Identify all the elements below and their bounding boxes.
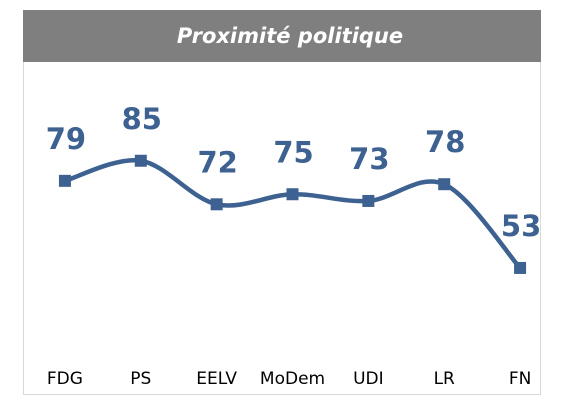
data-label: 79 bbox=[46, 122, 86, 156]
data-label: 85 bbox=[122, 102, 162, 136]
marker bbox=[58, 174, 71, 187]
x-tick-label: PS bbox=[130, 369, 151, 389]
marker bbox=[438, 178, 451, 191]
marker bbox=[210, 198, 223, 211]
title-banner bbox=[23, 10, 541, 62]
marker bbox=[362, 194, 375, 207]
x-tick-label: MoDem bbox=[260, 369, 325, 389]
x-tick-label: LR bbox=[434, 369, 455, 389]
chart-frame bbox=[23, 10, 541, 395]
marker bbox=[286, 188, 299, 201]
data-label: 72 bbox=[197, 145, 237, 179]
data-label: 75 bbox=[273, 135, 313, 169]
chart-title: Proximité politique bbox=[177, 24, 403, 48]
marker bbox=[514, 261, 527, 274]
marker bbox=[134, 154, 147, 167]
x-tick-label: FN bbox=[509, 369, 532, 389]
x-tick-label: UDI bbox=[353, 369, 384, 389]
data-label: 73 bbox=[349, 142, 389, 176]
data-label: 78 bbox=[425, 125, 465, 159]
x-tick-label: EELV bbox=[196, 369, 237, 389]
x-tick-label: FDG bbox=[47, 369, 83, 389]
data-label: 53 bbox=[501, 209, 541, 243]
